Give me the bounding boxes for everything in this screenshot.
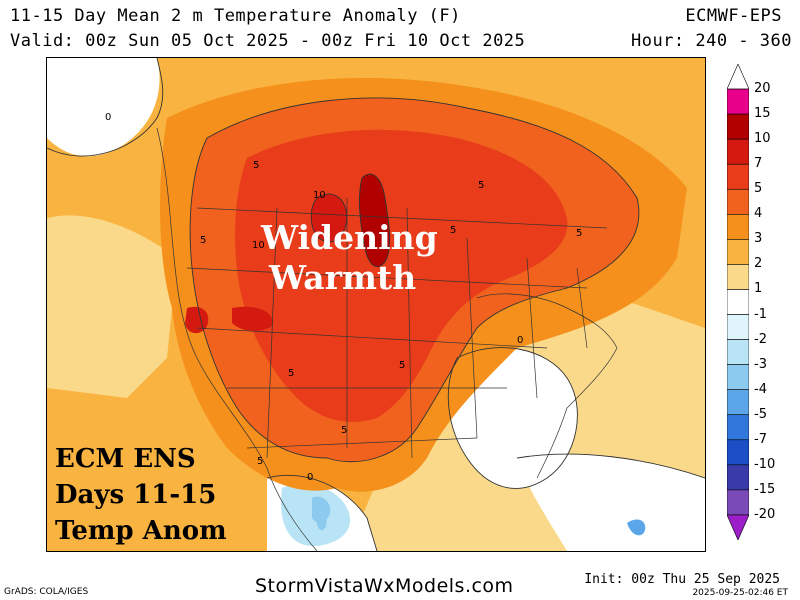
legend-label: 2	[754, 256, 763, 272]
legend-label: 20	[754, 81, 771, 97]
contour-label: 0	[517, 335, 523, 346]
site-name: StormVistaWxModels.com	[255, 575, 514, 597]
legend-label: 4	[754, 206, 763, 222]
legend-label: -1	[754, 306, 767, 322]
init-time: Init: 00z Thu 25 Sep 2025	[584, 572, 780, 587]
contour-label: 0	[307, 472, 313, 483]
legend-label: -10	[754, 456, 776, 472]
legend-label: -7	[754, 431, 767, 447]
headline-line2: Warmth	[269, 258, 417, 297]
contour-label: 5	[341, 425, 347, 436]
generated-time: 2025-09-25-02:46 ET	[692, 588, 788, 598]
political-boundaries	[156, 127, 618, 551]
contour-lines	[47, 58, 705, 551]
headline-line1: Widening	[261, 218, 438, 257]
legend-swatch	[727, 514, 749, 540]
anomaly-field-10-b	[311, 194, 347, 242]
grads-credit: GrADS: COLA/IGES	[4, 587, 89, 597]
legend-swatch	[727, 414, 749, 441]
legend-swatch	[727, 439, 749, 466]
legend-swatch	[727, 188, 749, 215]
legend-swatch	[727, 239, 749, 265]
legend-label: 1	[754, 281, 763, 297]
contour-label: 10	[313, 190, 326, 201]
legend-swatch	[727, 214, 749, 240]
anomaly-map: 0 0 0 5 5 5 5 5 5 5 5 5 10 10 Widening W…	[46, 57, 706, 552]
contour-label: 5	[478, 180, 484, 191]
legend-label: 5	[754, 181, 763, 197]
contour-label: 5	[200, 235, 206, 246]
legend-swatch	[727, 64, 749, 90]
contour-label: 10	[252, 240, 265, 251]
anomaly-field-10-d	[232, 306, 273, 331]
anomaly-field-2-west	[47, 215, 177, 398]
caption-line1: ECM ENS	[55, 444, 196, 474]
contour-label: 0	[105, 112, 111, 123]
anomaly-field-2-gulf	[347, 450, 607, 551]
caption-line3: Temp Anom	[55, 516, 227, 546]
contour-label: 5	[253, 160, 259, 171]
legend-label: -3	[754, 356, 767, 372]
legend-swatch	[727, 88, 749, 115]
legend-label: 15	[754, 106, 771, 122]
anomaly-field-cold-caribbean	[627, 519, 646, 536]
anomaly-field-cold-mexico-2	[316, 512, 327, 531]
color-legend	[727, 64, 749, 540]
forecast-hour: Hour: 240 - 360	[630, 31, 792, 51]
legend-label: -15	[754, 481, 776, 497]
legend-swatch	[727, 163, 749, 190]
contour-label: 5	[257, 456, 263, 467]
model-name: ECMWF-EPS	[685, 6, 782, 26]
contour-label: 5	[450, 225, 456, 236]
legend-swatch	[727, 339, 749, 365]
legend-label: 7	[754, 156, 763, 172]
legend-label: -2	[754, 331, 767, 347]
contour-label: 5	[399, 360, 405, 371]
legend-swatch	[727, 314, 749, 340]
legend-swatch	[727, 113, 749, 140]
legend-swatch	[727, 364, 749, 390]
anomaly-field-0-caribbean	[517, 454, 705, 551]
legend-swatch	[727, 489, 749, 516]
contour-label: 5	[288, 368, 294, 379]
legend-swatch	[727, 289, 749, 315]
anomaly-field-cold-mexico	[312, 496, 331, 523]
legend-label: -5	[754, 406, 767, 422]
legend-swatch	[727, 464, 749, 491]
legend-label: 10	[754, 131, 771, 147]
contour-label: 5	[576, 228, 582, 239]
legend-label: 3	[754, 231, 763, 247]
valid-period: Valid: 00z Sun 05 Oct 2025 - 00z Fri 10 …	[10, 31, 526, 51]
legend-label: -4	[754, 381, 767, 397]
legend-swatch	[727, 264, 749, 290]
legend-swatch	[727, 138, 749, 165]
map-title: 11-15 Day Mean 2 m Temperature Anomaly (…	[10, 6, 461, 26]
legend-swatch	[727, 389, 749, 416]
anomaly-field-10	[359, 174, 390, 267]
legend-label: -20	[754, 506, 776, 522]
caption-line2: Days 11-15	[55, 480, 217, 510]
anomaly-field-0-pacific	[47, 58, 160, 157]
